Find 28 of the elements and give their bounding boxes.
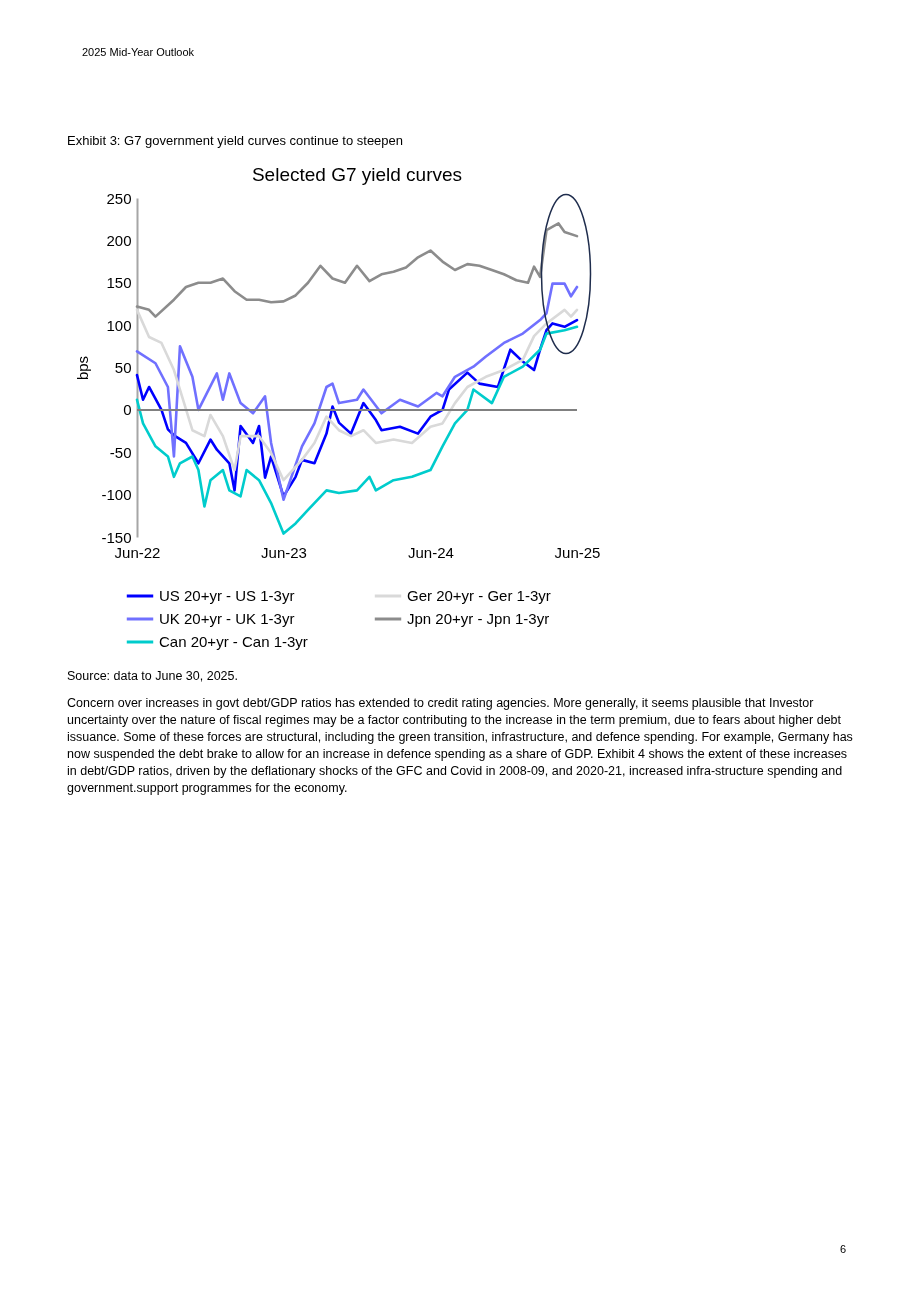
legend-label: Can 20+yr - Can 1-3yr xyxy=(159,633,308,650)
text: Concern over increases in govt debt/GDP ratios has extended to credit rating agencies. More generally, it seems plausible that Investor uncertainty over the nature of fiscal regimes may be a factor contributing to the increase in the term premium, due to fears about higher debt issuance. Some of these forces are structural, including the green transition, infrastructure, and defence spending. For example, Germany has now suspended the debt brake to allow for an increase in defence spending as a share of GDP. Exhibit 4 shows the extent of these increases in debt/GDP ratios, driven by the deflationary shocks of the GFC and Covid in 2008-09, and 2020-21, increased infra-structure spending and government.support programmes for the economy. xyxy=(67,695,854,797)
source-note: Source: data to June 30, 2025. xyxy=(67,668,239,685)
line-series xyxy=(135,325,579,535)
line-series xyxy=(135,222,579,318)
x-tick-label: Jun-24 xyxy=(408,543,454,561)
y-tick-label: 100 xyxy=(106,316,132,334)
x-tick-label: Jun-25 xyxy=(554,543,601,561)
legend-label: Jpn 20+yr - Jpn 1-3yr xyxy=(407,610,550,627)
y-axis-title: bps xyxy=(74,355,92,381)
text: 6 xyxy=(840,1242,848,1257)
x-tick-label: Jun-23 xyxy=(261,543,307,561)
y-tick-label: 0 xyxy=(123,401,132,419)
y-tick-label: 50 xyxy=(114,359,132,376)
text: Exhibit 3: G7 government yield curves continue to steepen xyxy=(67,133,405,150)
chart-title: Selected G7 yield curves xyxy=(251,164,463,185)
y-tick-label: -100 xyxy=(101,486,132,504)
legend-label: Ger 20+yr - Ger 1-3yr xyxy=(407,587,551,604)
y-tick-label: 250 xyxy=(106,189,132,207)
y-tick-label: 200 xyxy=(106,231,132,249)
line-series xyxy=(135,282,579,502)
x-tick-label: Jun-22 xyxy=(114,543,161,561)
legend-label: US 20+yr - US 1-3yr xyxy=(159,587,295,604)
y-tick-label: 150 xyxy=(106,274,132,292)
legend-label: UK 20+yr - UK 1-3yr xyxy=(159,610,295,627)
y-tick-label: -50 xyxy=(109,443,132,461)
y-tick-label: -150 xyxy=(101,528,132,546)
text: 2025 Mid-Year Outlook xyxy=(82,45,196,60)
